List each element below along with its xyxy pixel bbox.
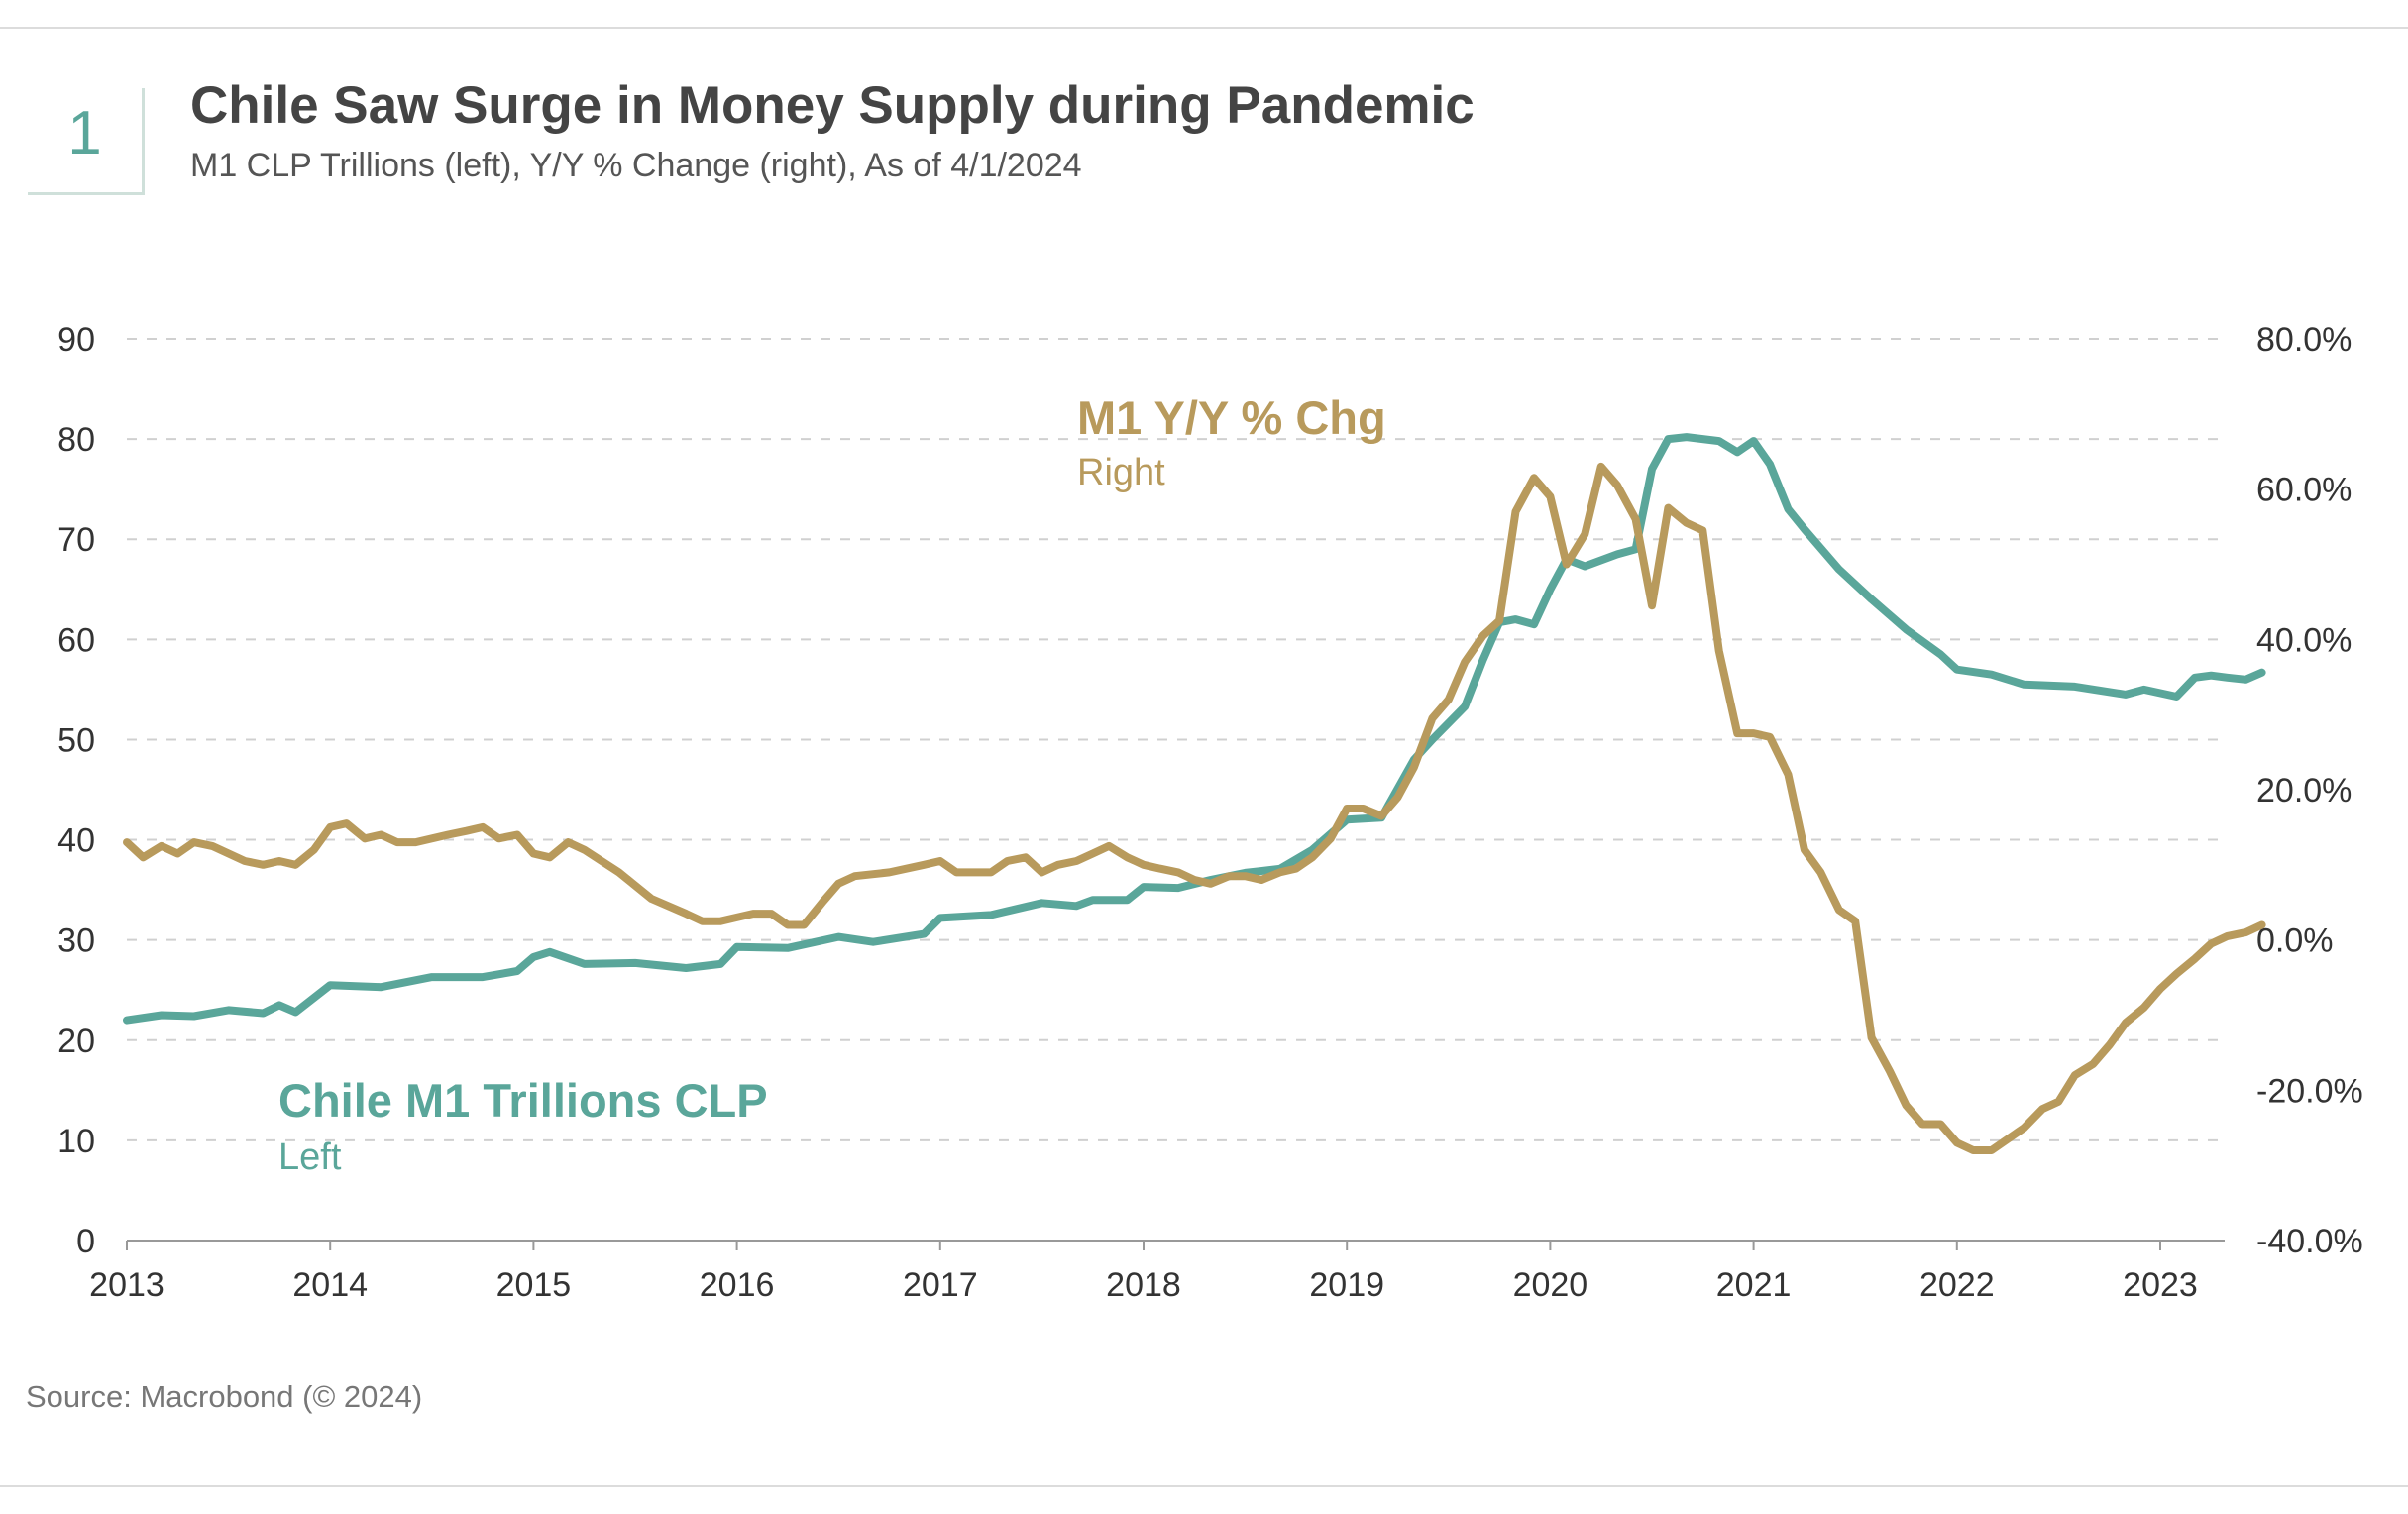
x-tick-label: 2014 [292,1266,368,1304]
series-line-yoy [123,462,2266,1154]
x-tick-label: 2017 [903,1266,978,1304]
figure-number-badge: 1 [28,88,145,195]
left-axis-ticks: 0 10 20 30 40 50 60 70 80 90 [57,321,95,1260]
right-tick-label: -20.0% [2256,1072,2363,1110]
right-tick-label: 0.0% [2256,922,2334,960]
right-tick-label: 40.0% [2256,621,2352,659]
chart-title: Chile Saw Surge in Money Supply during P… [190,76,1475,135]
x-tick-label: 2023 [2123,1266,2198,1304]
left-tick-label: 10 [57,1123,95,1160]
series-label-yoy: M1 Y/Y % Chg [1077,391,1386,444]
x-tick-label: 2016 [700,1266,775,1304]
left-tick-label: 50 [57,721,95,759]
figure-number: 1 [67,99,102,167]
x-tick-label: 2022 [1919,1266,1995,1304]
x-tick-label: 2015 [496,1266,572,1304]
right-tick-label: 80.0% [2256,321,2352,359]
left-tick-label: 90 [57,321,95,359]
right-tick-label: 20.0% [2256,772,2352,810]
x-tick-label: 2020 [1513,1266,1588,1304]
top-divider [0,27,2408,29]
right-tick-label: -40.0% [2256,1223,2363,1260]
series-line-m1 [123,433,2266,1025]
right-axis-ticks: -40.0% -20.0% 0.0% 20.0% 40.0% 60.0% 80.0% [2256,321,2363,1260]
left-tick-label: 40 [57,822,95,860]
x-tick-label: 2021 [1716,1266,1792,1304]
series-axis-note-yoy: Right [1077,452,1165,493]
series-axis-note-m1: Left [278,1136,342,1178]
x-tick-label: 2013 [89,1266,164,1304]
right-tick-label: 60.0% [2256,472,2352,509]
left-tick-label: 0 [76,1223,95,1260]
gridlines [127,338,2225,1242]
series-lines [123,433,2266,1154]
bottom-divider [0,1485,2408,1487]
x-tick-label: 2019 [1309,1266,1384,1304]
chart-subtitle: M1 CLP Trillions (left), Y/Y % Change (r… [190,147,1082,184]
source-note: Source: Macrobond (© 2024) [26,1379,423,1414]
series-labels: Chile M1 Trillions CLP Left M1 Y/Y % Chg Ri… [278,391,1386,1178]
left-tick-label: 20 [57,1023,95,1060]
x-tick-label: 2018 [1106,1266,1181,1304]
series-label-m1: Chile M1 Trillions CLP [278,1074,768,1127]
left-tick-label: 60 [57,621,95,659]
left-tick-label: 80 [57,421,95,459]
line-chart: 0 10 20 30 40 50 60 70 80 90 -40.0% -20.0% 0.0% 20.0… [57,321,2363,1304]
left-tick-label: 30 [57,922,95,960]
left-tick-label: 70 [57,521,95,559]
x-axis-ticks: 2013 2014 2015 2016 2017 2018 2019 2020 2021 2022… [89,1241,2198,1304]
